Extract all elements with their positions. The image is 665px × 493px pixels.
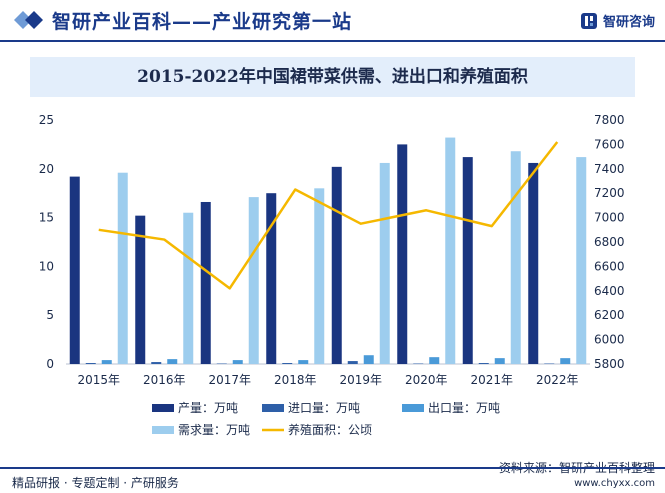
bar [379, 162, 390, 364]
legend-swatch [262, 404, 284, 412]
bar [397, 144, 408, 364]
bar [117, 172, 128, 364]
brand: 智研咨询 [580, 11, 655, 30]
y-right-tick-label: 5800 [594, 357, 625, 371]
area-line [98, 141, 559, 290]
bar [560, 358, 571, 364]
bar [429, 357, 440, 364]
bar [298, 360, 309, 364]
y-right-tick-label: 7600 [594, 137, 625, 151]
header-title: 智研产业百科——产业研究第一站 [52, 11, 353, 33]
bar [494, 358, 505, 364]
bar [183, 212, 194, 364]
x-tick-label: 2019年 [339, 373, 382, 387]
x-tick-label: 2020年 [405, 373, 448, 387]
y-right-tick-label: 6600 [594, 259, 625, 273]
bar [314, 188, 325, 364]
bar [200, 201, 211, 364]
legend-label: 养殖面积：公顷 [288, 422, 372, 437]
bar [232, 360, 243, 364]
diamond-icon [14, 11, 43, 29]
header-divider [0, 40, 665, 42]
bar [528, 162, 539, 364]
footer-divider [0, 467, 665, 469]
y-right-tick-label: 6000 [594, 333, 625, 347]
zhiyan-logo-icon [580, 12, 597, 29]
bar [282, 363, 293, 364]
bar [363, 355, 374, 364]
y-right-tick-label: 7400 [594, 162, 625, 176]
y-left-tick-label: 20 [39, 162, 54, 176]
legend-swatch [152, 404, 174, 412]
brand-name: 智研咨询 [602, 15, 655, 30]
bar [266, 193, 277, 364]
bar [576, 157, 587, 364]
x-tick-label: 2017年 [208, 373, 251, 387]
x-tick-label: 2022年 [536, 373, 579, 387]
bar [347, 361, 358, 364]
y-right-tick-label: 7200 [594, 186, 625, 200]
legend-swatch [402, 404, 424, 412]
footer-services: 精品研报 · 专题定制 · 产研服务 [12, 476, 179, 490]
bar [248, 197, 259, 364]
bar [510, 151, 521, 364]
legend-label: 需求量：万吨 [178, 423, 250, 437]
y-left-tick-label: 10 [39, 259, 54, 273]
bar [151, 362, 162, 364]
bar [101, 360, 112, 364]
y-left-tick-label: 5 [46, 308, 54, 322]
chart-title: 2015-2022年中国裙带菜供需、进出口和养殖面积 [137, 67, 528, 87]
y-left-tick-label: 15 [39, 211, 54, 225]
x-tick-label: 2016年 [143, 373, 186, 387]
bar [462, 157, 473, 364]
legend-label: 产量：万吨 [178, 401, 238, 415]
bar [85, 363, 96, 364]
y-right-tick-label: 6200 [594, 308, 625, 322]
x-tick-label: 2018年 [274, 373, 317, 387]
legend-label: 进口量：万吨 [288, 401, 360, 415]
legend-label: 出口量：万吨 [428, 401, 500, 415]
bar [445, 137, 456, 364]
legend-swatch [152, 426, 174, 434]
y-left-tick-label: 0 [46, 357, 54, 371]
y-right-tick-label: 7000 [594, 211, 625, 225]
bar [478, 363, 489, 364]
chart-title-box: 2015-2022年中国裙带菜供需、进出口和养殖面积 [30, 57, 635, 97]
bar [135, 215, 146, 364]
x-tick-label: 2021年 [470, 373, 513, 387]
bar [167, 359, 178, 364]
header: 智研产业百科——产业研究第一站 智研咨询 [0, 0, 665, 40]
y-left-tick-label: 25 [39, 113, 54, 127]
bar [331, 166, 342, 364]
y-right-tick-label: 7800 [594, 113, 625, 127]
y-right-tick-label: 6800 [594, 235, 625, 249]
x-tick-label: 2015年 [77, 373, 120, 387]
bar [69, 176, 80, 364]
footer-url: www.chyxx.com [574, 478, 655, 489]
y-right-tick-label: 6400 [594, 284, 625, 298]
